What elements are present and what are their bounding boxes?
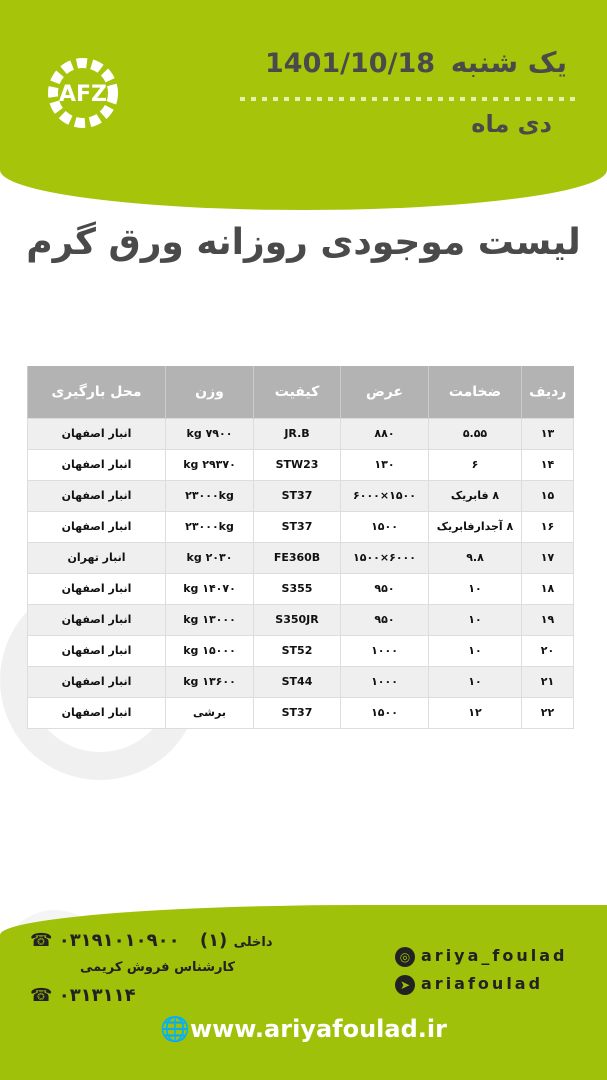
- table-cell: ۲۳۰۰۰kg: [165, 479, 254, 512]
- table-cell: انبار اصفهان: [27, 510, 166, 543]
- table-cell: انبار اصفهان: [27, 634, 166, 667]
- table-cell: FE360B: [253, 541, 341, 574]
- table-cell: ۱۶: [521, 510, 574, 543]
- telegram-link[interactable]: ➤ ariafoulad: [395, 974, 543, 995]
- table-cell: ۵.۵۵: [428, 417, 522, 450]
- table-cell: ۱۰: [428, 665, 522, 698]
- table-cell: انبار اصفهان: [27, 417, 166, 450]
- table-cell: ST52: [253, 634, 341, 667]
- table-cell: انبار اصفهان: [27, 696, 166, 729]
- table-cell: ۶: [428, 448, 522, 481]
- table-cell: ST44: [253, 665, 341, 698]
- table-cell: ۸۸۰: [340, 417, 429, 450]
- dotted-divider: [240, 97, 577, 101]
- table-cell: ST37: [253, 696, 341, 729]
- table-cell: JR.B: [253, 417, 341, 450]
- table-cell: ۱۵۰۰×۶۰۰۰: [340, 479, 429, 512]
- table-cell: ۱۴: [521, 448, 574, 481]
- table-cell: ۱۳۰۰۰ kg: [165, 603, 254, 636]
- table-cell: ۷۹۰۰ kg: [165, 417, 254, 450]
- table-cell: ۱۲: [428, 696, 522, 729]
- company-logo: AFZ: [48, 58, 118, 128]
- table-cell: انبار تهران: [27, 541, 166, 574]
- sales-contact: کارشناس فروش کریمی: [80, 960, 235, 975]
- column-header: عرض: [340, 366, 429, 418]
- table-cell: ۶۰۰۰×۱۵۰۰: [340, 541, 429, 574]
- phone-icon: ☎: [30, 930, 53, 951]
- table-row: ۲۱ ۱۰ ۱۰۰۰ ST44 ۱۳۶۰۰ kg انبار اصفهان: [27, 665, 574, 698]
- table-row: ۱۵ ۸ فابریک ۱۵۰۰×۶۰۰۰ ST37 ۲۳۰۰۰kg انبار اصفه…: [27, 479, 574, 512]
- table-row: ۱۷ ۹.۸ ۶۰۰۰×۱۵۰۰ FE360B ۲۰۳۰ kg انبار تهران: [27, 541, 574, 574]
- table-cell: انبار اصفهان: [27, 479, 166, 512]
- table-cell: ۱۳۰: [340, 448, 429, 481]
- table-cell: ۱۴۰۷۰ kg: [165, 572, 254, 605]
- table-cell: ۱۵۰۰۰ kg: [165, 634, 254, 667]
- column-header: محل بارگیری: [27, 366, 166, 418]
- instagram-icon: ◎: [395, 946, 415, 967]
- table-cell: ۱۰: [428, 634, 522, 667]
- table-row: ۱۹ ۱۰ ۹۵۰ S350JR ۱۳۰۰۰ kg انبار اصفهان: [27, 603, 574, 636]
- table-cell: ۲۱: [521, 665, 574, 698]
- table-cell: S350JR: [253, 603, 341, 636]
- table-cell: ۱۵۰۰: [340, 510, 429, 543]
- table-cell: ST37: [253, 510, 341, 543]
- table-cell: ۲۹۳۷۰ kg: [165, 448, 254, 481]
- website-link[interactable]: 🌐www.ariyafoulad.ir: [160, 1015, 447, 1043]
- table-row: ۱۴ ۶ ۱۳۰ STW23 ۲۹۳۷۰ kg انبار اصفهان: [27, 448, 574, 481]
- telegram-icon: ➤: [395, 974, 415, 995]
- table-cell: انبار اصفهان: [27, 603, 166, 636]
- column-header: ردیف: [521, 366, 574, 418]
- table-cell: ۱۰: [428, 603, 522, 636]
- table-cell: ۲۲: [521, 696, 574, 729]
- table-cell: ۱۸: [521, 572, 574, 605]
- footer: [0, 905, 607, 1080]
- table-cell: ۱۵: [521, 479, 574, 512]
- table-cell: ۹۵۰: [340, 603, 429, 636]
- column-header: وزن: [165, 366, 254, 418]
- page-title: لیست موجودی روزانه ورق گرم: [26, 222, 581, 263]
- phone-icon: ☎: [30, 985, 53, 1006]
- phone-1[interactable]: ☎ ۰۳۱۹۱۰۱۰۹۰۰ (۱) داخلی: [30, 930, 273, 951]
- table-row: ۲۲ ۱۲ ۱۵۰۰ ST37 برشی انبار اصفهان: [27, 696, 574, 729]
- table-cell: ۱۰۰۰: [340, 634, 429, 667]
- table-row: ۱۸ ۱۰ ۹۵۰ S355 ۱۴۰۷۰ kg انبار اصفهان: [27, 572, 574, 605]
- table-cell: ۲۳۰۰۰kg: [165, 510, 254, 543]
- weekday: یک شنبه: [450, 46, 567, 79]
- table-cell: انبار اصفهان: [27, 572, 166, 605]
- instagram-link[interactable]: ◎ ariya_foulad: [395, 946, 567, 967]
- table-cell: برشی: [165, 696, 254, 729]
- phone-2[interactable]: ☎ ۰۳۱۳۱۱۴: [30, 985, 136, 1006]
- globe-icon: 🌐: [160, 1015, 190, 1043]
- table-row: ۱۳ ۵.۵۵ ۸۸۰ JR.B ۷۹۰۰ kg انبار اصفهان: [27, 417, 574, 450]
- column-header: ضخامت: [428, 366, 522, 418]
- header-banner: [0, 0, 607, 210]
- date: 1401/10/18: [265, 48, 436, 79]
- table-cell: ۱۳: [521, 417, 574, 450]
- table-cell: STW23: [253, 448, 341, 481]
- table-cell: انبار اصفهان: [27, 665, 166, 698]
- table-cell: انبار اصفهان: [27, 448, 166, 481]
- table-cell: ۲۰: [521, 634, 574, 667]
- month: دی ماه: [471, 110, 552, 138]
- column-header: کیفیت: [253, 366, 341, 418]
- svg-text:AFZ: AFZ: [59, 82, 107, 107]
- table-cell: ۱۹: [521, 603, 574, 636]
- table-cell: ۱۳۶۰۰ kg: [165, 665, 254, 698]
- table-cell: ۱۰۰۰: [340, 665, 429, 698]
- table-cell: S355: [253, 572, 341, 605]
- table-cell: ۲۰۳۰ kg: [165, 541, 254, 574]
- table-row: ۱۶ ۸ آجدارفابریک ۱۵۰۰ ST37 ۲۳۰۰۰kg انبار اصفه…: [27, 510, 574, 543]
- table-cell: ۸ فابریک: [428, 479, 522, 512]
- table-cell: ۸ آجدارفابریک: [428, 510, 522, 543]
- table-cell: ۱۵۰۰: [340, 696, 429, 729]
- table-cell: ۹۵۰: [340, 572, 429, 605]
- table-cell: ST37: [253, 479, 341, 512]
- table-cell: ۱۰: [428, 572, 522, 605]
- table-cell: ۹.۸: [428, 541, 522, 574]
- table-cell: ۱۷: [521, 541, 574, 574]
- table-row: ۲۰ ۱۰ ۱۰۰۰ ST52 ۱۵۰۰۰ kg انبار اصفهان: [27, 634, 574, 667]
- inventory-table: ردیف ضخامت عرض کیفیت وزن محل بارگیری ۱۳ ۵.۵۵ ۸۸…: [27, 366, 574, 729]
